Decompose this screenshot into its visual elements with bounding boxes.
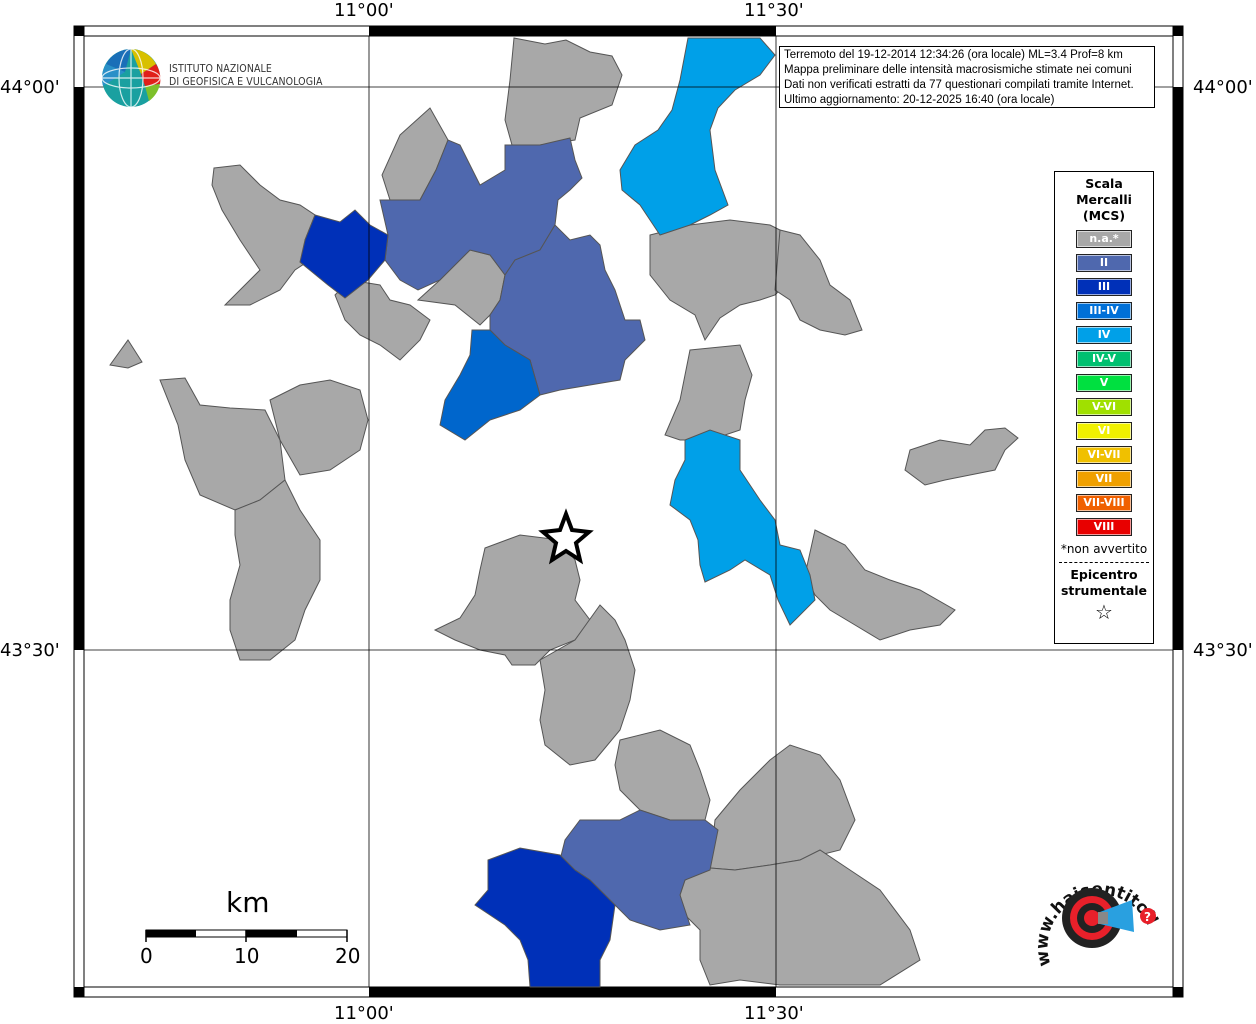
lat-label-south-left: 43°30' xyxy=(0,640,60,661)
legend-item: IV-V xyxy=(1076,350,1132,368)
legend-item: III-IV xyxy=(1076,302,1132,320)
legend-item: VII-VIII xyxy=(1076,494,1132,512)
lat-label-north-left: 44°00' xyxy=(0,77,60,98)
ingv-logo-icon xyxy=(101,48,161,108)
event-info-line-2: Mappa preliminare delle intensità macros… xyxy=(784,64,1132,76)
svg-text:?: ? xyxy=(1144,910,1151,924)
legend-epicenter-line-1: Epicentro xyxy=(1070,567,1138,582)
event-info-line-1: Terremoto del 19-12-2014 12:34:26 (ora l… xyxy=(784,49,1123,61)
legend-separator xyxy=(1059,562,1149,563)
ingv-logo-text: ISTITUTO NAZIONALE DI GEOFISICA E VULCAN… xyxy=(169,63,323,89)
legend-item: VI xyxy=(1076,422,1132,440)
legend-note: *non avvertito xyxy=(1060,542,1148,556)
intensity-areas xyxy=(299,37,816,988)
lon-label-top-right: 11°30' xyxy=(744,0,804,21)
legend-item: VII xyxy=(1076,470,1132,488)
legend-item: V xyxy=(1076,374,1132,392)
badge-question-icon: ? xyxy=(1140,908,1156,924)
legend-title-line-3: (MCS) xyxy=(1082,208,1126,223)
legend-item: II xyxy=(1076,254,1132,272)
municipalities xyxy=(109,37,1019,986)
legend-item: IV xyxy=(1076,326,1132,344)
haisentito-badge[interactable]: www.haisentitoilterremoto.it ? xyxy=(1030,856,1170,991)
legend-star-icon: ☆ xyxy=(1095,600,1113,624)
epicenter-star xyxy=(538,508,594,565)
scale-tick-10: 10 xyxy=(234,944,260,968)
legend-title-line-2: Mercalli xyxy=(1076,192,1132,207)
legend-item: VIII xyxy=(1076,518,1132,536)
legend-item: n.a.* xyxy=(1076,230,1132,248)
legend-item: V-VI xyxy=(1076,398,1132,416)
mcs-legend: Scala Mercalli (MCS) n.a.* II III III-IV IV I… xyxy=(1054,171,1154,644)
legend-epicenter-label: Epicentro strumentale xyxy=(1055,567,1153,599)
scale-unit: km xyxy=(226,886,270,919)
legend-title-line-1: Scala xyxy=(1085,176,1123,191)
legend-item: III xyxy=(1076,278,1132,296)
lon-label-bottom-left: 11°00' xyxy=(334,1003,394,1024)
event-info-box: Terremoto del 19-12-2014 12:34:26 (ora l… xyxy=(779,46,1155,108)
legend-item: VI-VII xyxy=(1076,446,1132,464)
scale-tick-0: 0 xyxy=(140,944,153,968)
legend-items: n.a.* II III III-IV IV IV-V V V-VI VI VI-VII VII VI… xyxy=(1055,230,1153,536)
event-info-line-3: Dati non verificati estratti da 77 quest… xyxy=(784,79,1134,91)
lon-label-bottom-right: 11°30' xyxy=(744,1003,804,1024)
logo-line-2: DI GEOFISICA E VULCANOLOGIA xyxy=(169,76,323,88)
scale-tick-20: 20 xyxy=(335,944,361,968)
lat-label-north-right: 44°00' xyxy=(1193,77,1253,98)
legend-epicenter-line-2: strumentale xyxy=(1060,583,1148,598)
lat-label-south-right: 43°30' xyxy=(1193,640,1253,661)
scale-bar xyxy=(145,929,348,942)
logo-line-1: ISTITUTO NAZIONALE xyxy=(169,63,272,75)
event-info-line-4: Ultimo aggiornamento: 20-12-2025 16:40 (… xyxy=(784,94,1055,106)
badge-ear-icon xyxy=(1062,888,1134,948)
lon-label-top-left: 11°00' xyxy=(334,0,394,21)
legend-title: Scala Mercalli (MCS) xyxy=(1055,176,1153,224)
